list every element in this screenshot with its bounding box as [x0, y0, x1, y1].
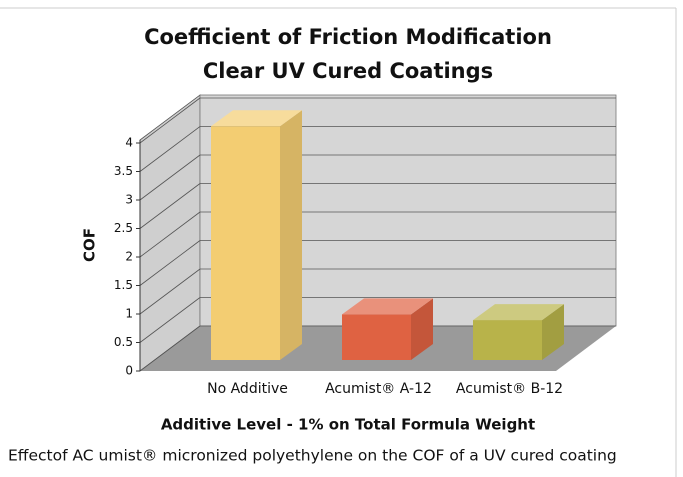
grid-line: [139, 268, 201, 315]
chart-title: Coefficient of Friction Modification: [144, 25, 552, 49]
grid-line: [139, 297, 201, 343]
bar-top: [342, 298, 433, 315]
x-tick-label: Acumist® B-12: [456, 381, 563, 397]
grid-line: [139, 154, 201, 201]
y-tick-label: 1.5: [114, 278, 133, 292]
grid-line: [139, 97, 201, 144]
bar-top: [473, 304, 564, 321]
y-tick-label: 3.5: [114, 164, 133, 178]
chart-title: Clear UV Cured Coatings: [203, 59, 493, 83]
x-tick-label: No Additive: [207, 381, 288, 397]
y-tick-label: 0.5: [114, 335, 133, 349]
bar-side: [280, 110, 302, 360]
x-axis-label: Additive Level - 1% on Total Formula Wei…: [161, 416, 535, 434]
y-tick-label: 4: [125, 136, 133, 150]
bar-side: [542, 304, 564, 360]
bar-side: [411, 298, 433, 360]
y-tick-label: 2.5: [114, 221, 133, 235]
grid-line: [139, 183, 201, 229]
bar: [473, 320, 542, 360]
grid-line: [139, 325, 201, 372]
bar-top: [211, 110, 302, 127]
y-axis-label: COF: [81, 228, 99, 262]
y-tick-label: 1: [125, 307, 133, 321]
y-tick-label: 3: [125, 193, 133, 207]
grid-line: [139, 126, 201, 172]
bar: [342, 314, 411, 360]
y-tick-label: 2: [125, 250, 133, 264]
x-tick-label: Acumist® A-12: [325, 381, 432, 397]
grid-line: [139, 211, 201, 258]
caption: Effectof AC umist® micronized polyethyle…: [8, 447, 617, 465]
grid-line: [139, 240, 201, 286]
bar: [211, 126, 280, 360]
y-tick-label: 0: [125, 364, 133, 378]
